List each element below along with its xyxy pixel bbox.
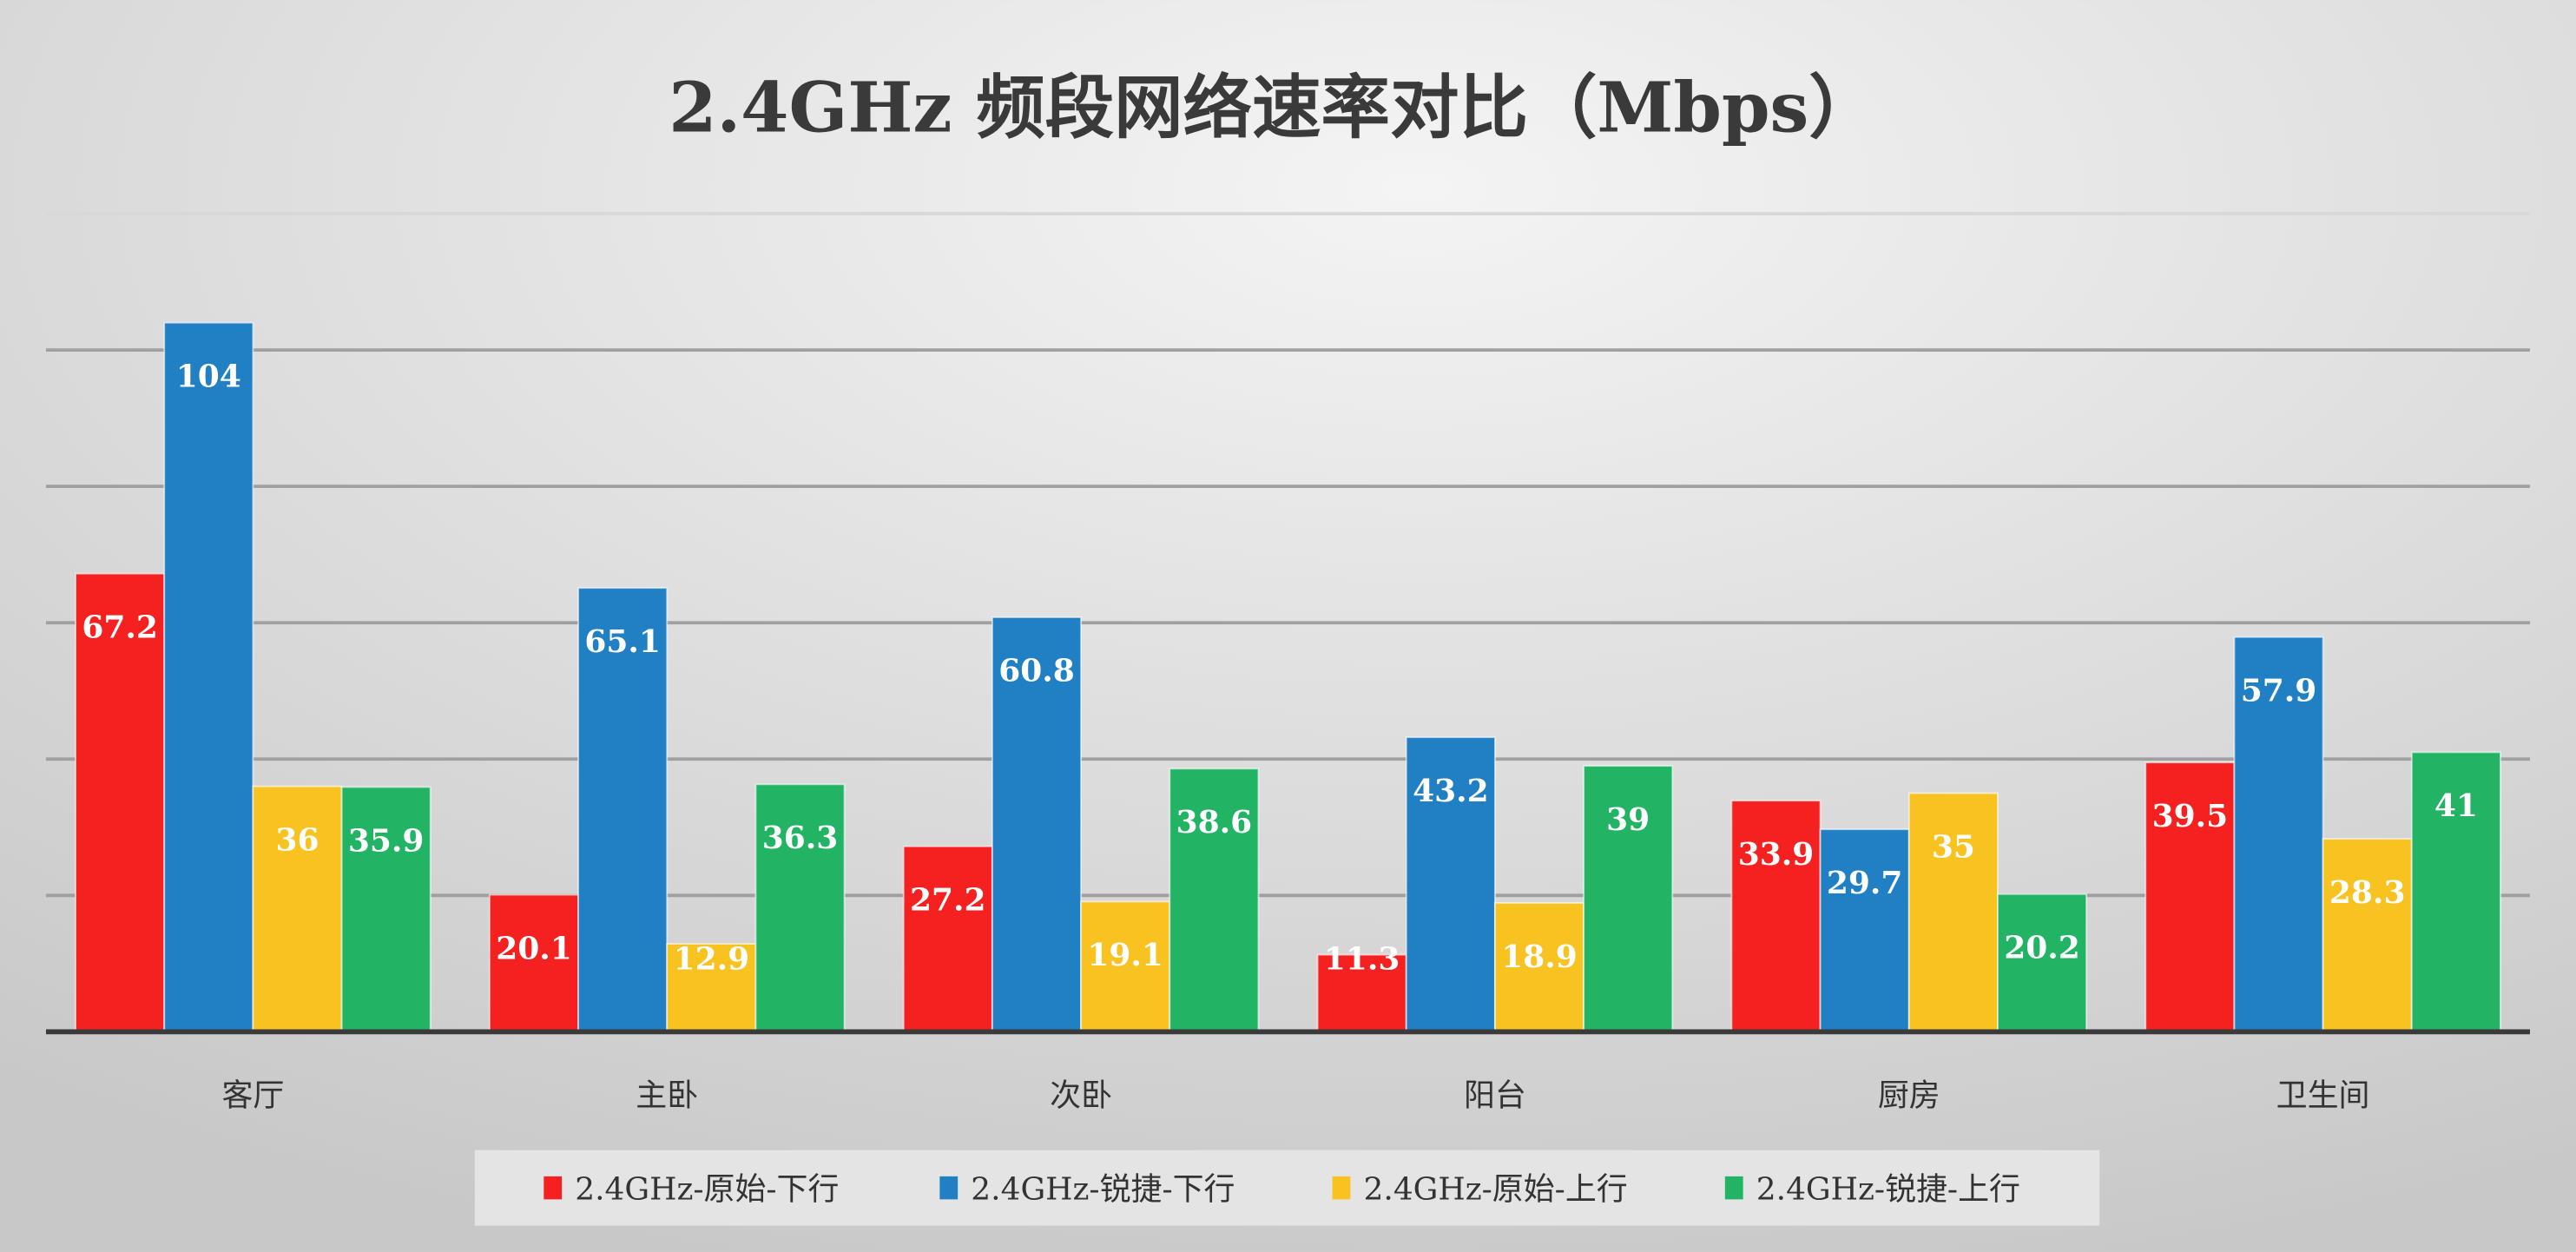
- bar: [1169, 768, 1260, 1033]
- data-label: 39: [1606, 801, 1650, 838]
- category-label: 卫生间: [2276, 1078, 2370, 1114]
- bar: [1996, 893, 2088, 1033]
- category-label: 阳台: [1464, 1078, 1526, 1114]
- bar: [2322, 838, 2413, 1033]
- data-label: 60.8: [998, 653, 1075, 689]
- legend-items: 2.4GHz-原始-下行 2.4GHz-锐捷-下行 2.4GHz-原始-上行 2.4G…: [544, 1171, 2020, 1207]
- data-label: 12.9: [674, 940, 750, 977]
- bar: [1583, 765, 1674, 1033]
- bar: [163, 321, 254, 1033]
- bar: [340, 786, 432, 1033]
- category-labels: 客厅 主卧 次卧 阳台 厨房 卫生间: [221, 1078, 2369, 1114]
- data-label: 29.7: [1827, 865, 1903, 901]
- data-label: 35: [1932, 828, 1975, 865]
- category-label: 次卧: [1050, 1078, 1112, 1114]
- legend: [474, 1150, 2100, 1226]
- category-label: 客厅: [221, 1078, 284, 1114]
- data-label: 39.5: [2152, 798, 2229, 834]
- legend-item: 2.4GHz-锐捷-下行: [939, 1171, 1235, 1207]
- data-label: 20.1: [496, 930, 572, 966]
- gridlines: [45, 212, 2531, 898]
- bar: [2233, 636, 2324, 1033]
- data-label: 19.1: [1087, 937, 1163, 973]
- legend-label: 2.4GHz-原始-下行: [575, 1171, 839, 1207]
- bars: 67.2 104 36 35.9 20.1 65.1 12.9 36.3 27.2 60.8 19.…: [75, 321, 2501, 1033]
- bar: [754, 783, 846, 1033]
- data-label: 18.9: [1501, 939, 1578, 975]
- bar: [1493, 902, 1585, 1033]
- legend-swatch: [1332, 1176, 1351, 1200]
- legend-swatch: [1724, 1176, 1743, 1200]
- legend-label: 2.4GHz-锐捷-下行: [971, 1171, 1235, 1207]
- legend-swatch: [544, 1176, 563, 1200]
- data-label: 27.2: [910, 882, 986, 919]
- bar: [2410, 751, 2501, 1033]
- bar: [991, 616, 1083, 1033]
- data-label: 11.3: [1324, 940, 1400, 977]
- legend-label: 2.4GHz-原始-上行: [1364, 1171, 1628, 1207]
- legend-item: 2.4GHz-原始-上行: [1332, 1171, 1628, 1207]
- data-label: 33.9: [1738, 836, 1815, 873]
- chart-title: 2.4GHz 频段网络速率对比（Mbps）: [669, 66, 1878, 148]
- data-label: 67.2: [82, 609, 158, 645]
- legend-item: 2.4GHz-锐捷-上行: [1724, 1171, 2020, 1207]
- data-label: 20.2: [2004, 930, 2080, 966]
- data-label: 35.9: [348, 822, 425, 859]
- data-label: 43.2: [1413, 773, 1489, 809]
- bar: [2144, 761, 2236, 1033]
- legend-swatch: [939, 1176, 959, 1200]
- bar: [1819, 828, 1910, 1033]
- bar: [666, 943, 757, 1033]
- legend-item: 2.4GHz-原始-下行: [544, 1171, 839, 1207]
- data-label: 57.9: [2241, 673, 2317, 709]
- data-label: 41: [2434, 787, 2478, 824]
- bar: [902, 845, 993, 1033]
- bar: [1405, 736, 1496, 1033]
- data-label: 36.3: [762, 820, 839, 856]
- bar: [252, 785, 343, 1033]
- category-label: 主卧: [636, 1078, 698, 1114]
- data-label: 65.1: [584, 623, 661, 660]
- data-label: 104: [176, 358, 241, 394]
- legend-label: 2.4GHz-锐捷-上行: [1756, 1171, 2020, 1207]
- category-label: 厨房: [1878, 1078, 1940, 1114]
- data-label: 38.6: [1176, 804, 1253, 840]
- data-label: 36: [275, 821, 319, 858]
- data-label: 28.3: [2329, 874, 2406, 911]
- bar: [1316, 953, 1407, 1033]
